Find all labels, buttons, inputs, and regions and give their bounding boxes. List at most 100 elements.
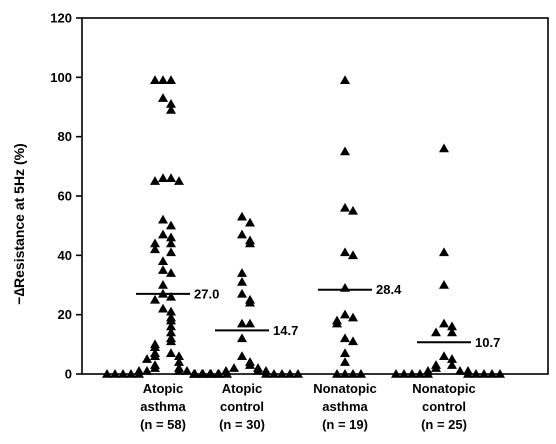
data-point xyxy=(348,250,358,260)
y-tick-label: 100 xyxy=(50,70,72,85)
data-point xyxy=(102,369,112,378)
data-point xyxy=(439,351,449,360)
data-point xyxy=(189,369,199,378)
data-point xyxy=(221,366,231,375)
data-point xyxy=(455,366,465,375)
data-point xyxy=(166,75,176,85)
data-point xyxy=(293,369,303,378)
data-point xyxy=(150,244,160,254)
data-point xyxy=(166,247,176,257)
data-point xyxy=(150,363,160,372)
data-point xyxy=(166,104,176,114)
data-point xyxy=(158,173,168,182)
category-label: Nonatopic xyxy=(412,381,476,396)
data-point xyxy=(166,268,176,277)
data-point xyxy=(213,369,223,378)
data-point xyxy=(166,99,176,108)
data-point xyxy=(245,318,255,328)
data-point xyxy=(439,280,449,289)
data-point xyxy=(348,312,358,322)
data-point xyxy=(166,238,176,248)
data-point xyxy=(110,369,120,378)
data-point xyxy=(340,333,350,343)
data-point xyxy=(340,247,350,257)
median-lines: 27.0 14.7 28.4 10.7 xyxy=(136,282,500,350)
data-point xyxy=(269,369,279,378)
category-label: (n = 19) xyxy=(322,417,368,432)
data-point xyxy=(158,229,168,239)
data-point xyxy=(118,369,128,378)
data-point xyxy=(237,351,247,360)
data-point xyxy=(431,363,441,372)
data-point xyxy=(166,327,176,337)
data-point xyxy=(142,366,152,375)
category-label: asthma xyxy=(322,399,368,414)
data-point xyxy=(261,369,271,378)
data-point xyxy=(229,363,239,372)
median-label: 10.7 xyxy=(475,335,500,350)
data-point xyxy=(356,369,366,378)
category-label: (n = 58) xyxy=(140,417,186,432)
category-label: (n = 25) xyxy=(421,417,467,432)
data-point xyxy=(245,297,255,307)
data-point xyxy=(150,238,160,248)
category-label: control xyxy=(220,399,264,414)
data-point xyxy=(285,369,295,378)
data-point xyxy=(166,348,176,357)
data-point xyxy=(340,357,350,366)
data-point xyxy=(245,217,255,227)
median-label: 28.4 xyxy=(376,282,402,297)
data-point xyxy=(391,369,401,378)
data-point xyxy=(158,256,168,266)
data-point xyxy=(237,333,247,343)
category-label: Atopic xyxy=(143,381,183,396)
data-point xyxy=(166,291,176,301)
data-point xyxy=(158,214,168,224)
data-point xyxy=(340,309,350,319)
data-point xyxy=(150,75,160,85)
data-point xyxy=(495,369,505,378)
data-point xyxy=(399,369,409,378)
data-point xyxy=(150,351,160,360)
data-point xyxy=(166,306,176,316)
data-point xyxy=(332,369,342,378)
data-point xyxy=(487,369,497,378)
data-point xyxy=(237,277,247,286)
data-point xyxy=(174,351,184,360)
data-point xyxy=(340,146,350,156)
data-point xyxy=(340,369,350,378)
data-point xyxy=(348,205,358,215)
data-point xyxy=(415,369,425,378)
data-point xyxy=(253,366,263,375)
data-point xyxy=(166,336,176,346)
data-point xyxy=(150,176,160,185)
data-point xyxy=(340,75,350,85)
data-point xyxy=(463,369,473,378)
data-point xyxy=(174,176,184,185)
data-point xyxy=(142,354,152,363)
data-point xyxy=(150,294,160,304)
data-point xyxy=(182,366,192,375)
data-point xyxy=(479,369,489,378)
data-point xyxy=(205,369,215,378)
data-point xyxy=(340,202,350,212)
data-point xyxy=(150,342,160,352)
plot-frame xyxy=(81,17,549,375)
y-tick-label: 0 xyxy=(65,367,72,382)
data-point xyxy=(166,321,176,331)
category-label: Nonatopic xyxy=(313,381,377,396)
data-point xyxy=(237,318,247,328)
category-labels: Atopic asthma (n = 58) Atopic control (n = 30… xyxy=(140,381,476,432)
data-point xyxy=(166,232,176,242)
data-point xyxy=(197,369,207,378)
data-point xyxy=(158,75,168,85)
data-point xyxy=(166,315,176,325)
data-point xyxy=(348,369,358,378)
data-point xyxy=(237,268,247,277)
data-point xyxy=(174,366,184,375)
axes xyxy=(81,17,549,375)
data-point xyxy=(471,369,481,378)
median-label: 27.0 xyxy=(194,286,219,301)
data-point xyxy=(158,280,168,289)
